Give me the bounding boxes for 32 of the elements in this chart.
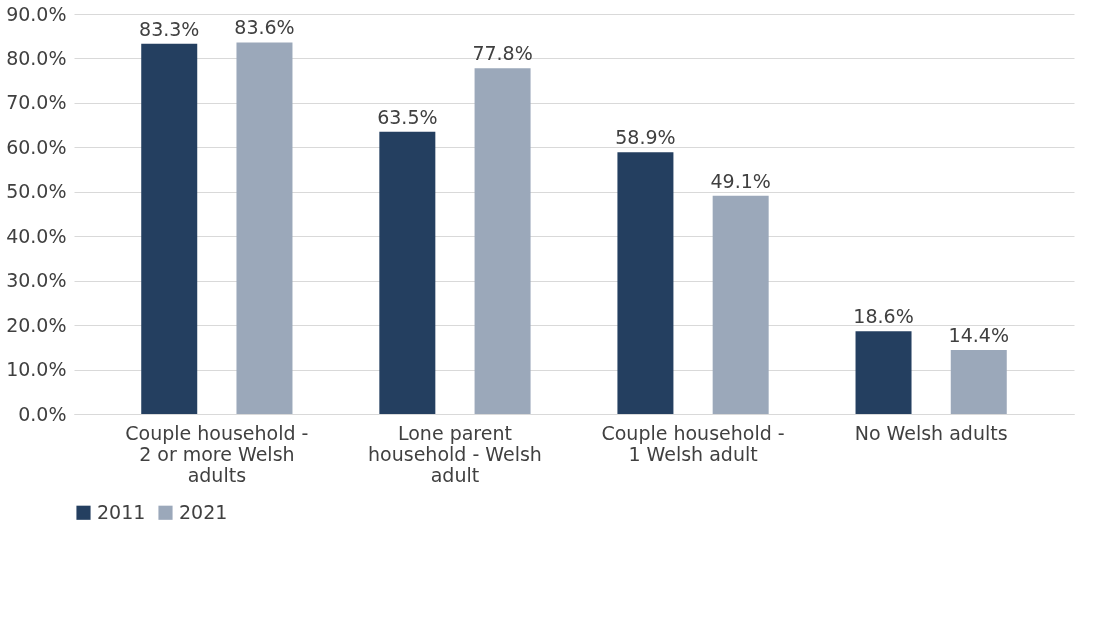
- data-label: 49.1%: [710, 169, 771, 192]
- x-tick-label: Couple household - 1 Welsh adult: [601, 421, 785, 465]
- data-label: 18.6%: [853, 305, 914, 328]
- bar: [141, 43, 198, 414]
- y-tick-label: 50.0%: [6, 180, 67, 203]
- bar: [712, 195, 769, 414]
- x-tick-label: Couple household - 2 or more Welsh adults: [125, 421, 309, 486]
- data-label: 83.6%: [234, 16, 295, 39]
- y-tick-label: 0.0%: [18, 402, 67, 425]
- data-label: 83.3%: [139, 17, 200, 40]
- legend-label: 2011: [97, 500, 146, 523]
- data-label: 63.5%: [377, 105, 438, 128]
- y-tick-label: 30.0%: [6, 269, 67, 292]
- y-tick-label: 20.0%: [6, 313, 67, 336]
- bar: [950, 350, 1007, 414]
- y-tick-label: 80.0%: [6, 46, 67, 69]
- bar: [855, 331, 912, 414]
- bar: [379, 131, 436, 414]
- x-tick-label: Lone parent household - Welsh adult: [368, 421, 542, 486]
- y-tick-label: 40.0%: [6, 224, 67, 247]
- y-tick-label: 10.0%: [6, 358, 67, 381]
- y-tick-label: 70.0%: [6, 91, 67, 114]
- bar: [474, 68, 531, 414]
- data-label: 77.8%: [472, 42, 533, 65]
- data-label: 58.9%: [615, 126, 676, 149]
- x-tick-label: No Welsh adults: [854, 421, 1008, 444]
- y-tick-label: 60.0%: [6, 135, 67, 158]
- bar: [236, 42, 293, 414]
- legend-label: 2021: [179, 500, 228, 523]
- y-tick-label: 90.0%: [6, 2, 67, 25]
- bar: [617, 152, 674, 414]
- data-label: 14.4%: [948, 324, 1009, 346]
